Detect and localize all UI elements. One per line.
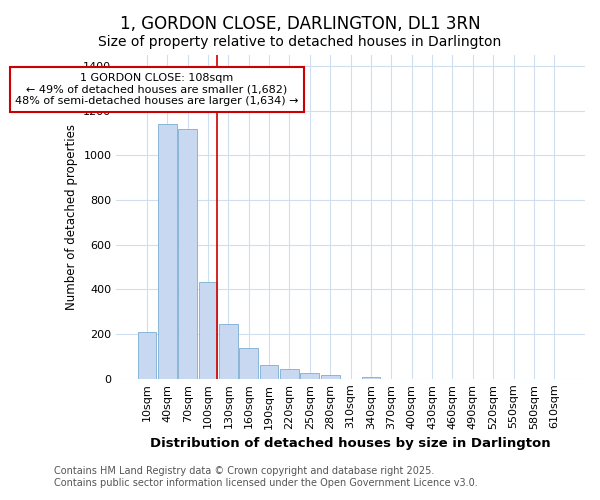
- Bar: [239, 348, 258, 379]
- Bar: [199, 282, 217, 379]
- X-axis label: Distribution of detached houses by size in Darlington: Distribution of detached houses by size …: [150, 437, 551, 450]
- Bar: [260, 366, 278, 379]
- Bar: [178, 128, 197, 379]
- Bar: [321, 376, 340, 379]
- Text: Size of property relative to detached houses in Darlington: Size of property relative to detached ho…: [98, 35, 502, 49]
- Text: 1, GORDON CLOSE, DARLINGTON, DL1 3RN: 1, GORDON CLOSE, DARLINGTON, DL1 3RN: [119, 15, 481, 33]
- Bar: [280, 369, 299, 379]
- Bar: [158, 124, 176, 379]
- Bar: [219, 324, 238, 379]
- Text: Contains HM Land Registry data © Crown copyright and database right 2025.
Contai: Contains HM Land Registry data © Crown c…: [54, 466, 478, 487]
- Bar: [137, 332, 156, 379]
- Y-axis label: Number of detached properties: Number of detached properties: [65, 124, 77, 310]
- Bar: [362, 376, 380, 379]
- Bar: [301, 373, 319, 379]
- Text: 1 GORDON CLOSE: 108sqm
← 49% of detached houses are smaller (1,682)
48% of semi-: 1 GORDON CLOSE: 108sqm ← 49% of detached…: [16, 73, 299, 106]
